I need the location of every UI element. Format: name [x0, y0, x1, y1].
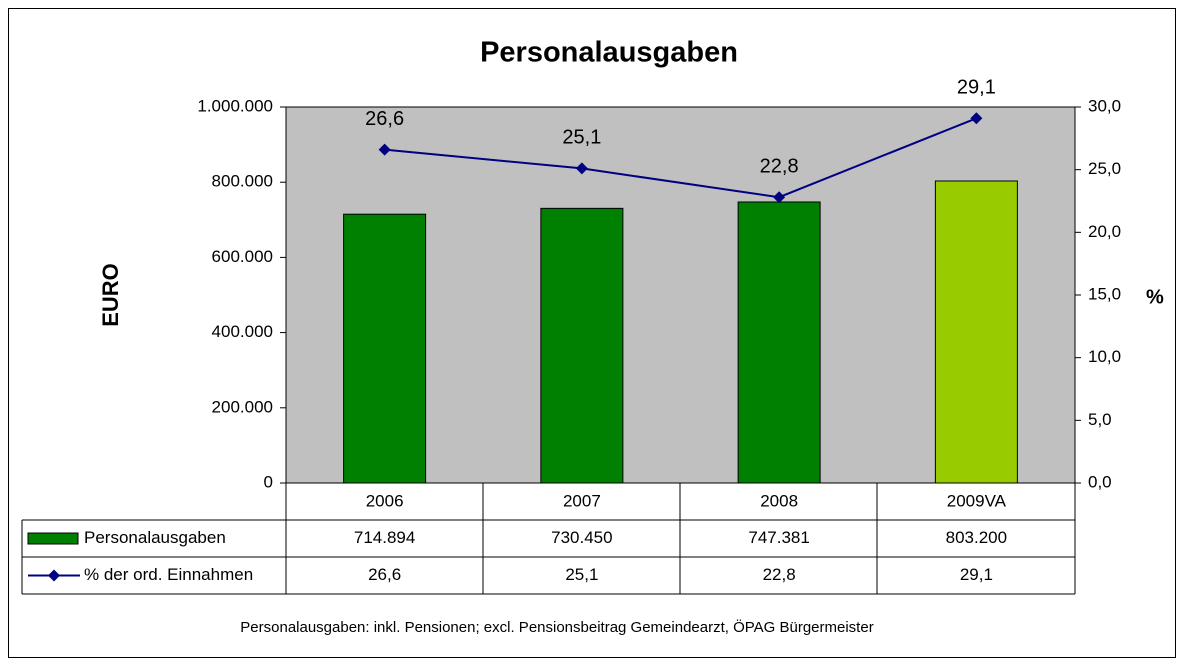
y2-tick-label: 10,0	[1088, 347, 1121, 366]
y2-tick-label: 20,0	[1088, 222, 1121, 241]
marker	[773, 191, 786, 204]
marker	[970, 112, 983, 125]
data-table-grid	[21, 483, 1076, 595]
bar	[540, 207, 624, 484]
y2-tick-label: 25,0	[1088, 159, 1121, 178]
y2-tick-label: 5,0	[1088, 410, 1112, 429]
y-tick-label: 0	[264, 472, 273, 491]
y2-tick-label: 30,0	[1088, 96, 1121, 115]
marker	[575, 162, 588, 175]
marker	[378, 143, 391, 156]
table-cell: 26,6	[368, 565, 401, 584]
table-cell: 22,8	[763, 565, 796, 584]
table-cell: 803.200	[946, 528, 1007, 547]
footnote: Personalausgaben: inkl. Pensionen; excl.…	[240, 618, 873, 636]
table-cell: 747.381	[748, 528, 809, 547]
y2-tick-label: 0,0	[1088, 472, 1112, 491]
y-tick-label: 600.000	[212, 247, 273, 266]
x-tick-label: 2009VA	[947, 491, 1007, 510]
x-tick-label: 2008	[760, 491, 798, 510]
legend-swatch	[27, 532, 79, 545]
table-cell: 29,1	[960, 565, 993, 584]
data-label: 29,1	[957, 77, 996, 99]
legend-marker	[48, 569, 60, 582]
data-label: 26,6	[365, 108, 404, 130]
line	[384, 117, 977, 199]
legend-label: % der ord. Einnahmen	[84, 565, 253, 584]
chart-title: Personalausgaben	[480, 37, 738, 69]
y-tick-label: 1.000.000	[197, 96, 273, 115]
y2-axis-title: %	[1146, 286, 1164, 308]
data-label: 25,1	[562, 127, 601, 149]
x-tick-label: 2007	[563, 491, 601, 510]
data-label: 22,8	[760, 156, 799, 178]
legend-label: Personalausgaben	[84, 528, 226, 547]
table-cell: 730.450	[551, 528, 612, 547]
bar	[343, 213, 427, 484]
y-axis-title: EURO	[98, 263, 123, 327]
x-tick-label: 2006	[366, 491, 404, 510]
bar	[934, 180, 1018, 484]
table-cell: 714.894	[354, 528, 415, 547]
bar	[737, 201, 821, 484]
y-tick-label: 800.000	[212, 172, 273, 191]
y-tick-label: 200.000	[212, 397, 273, 416]
y-tick-label: 400.000	[212, 322, 273, 341]
table-cell: 25,1	[565, 565, 598, 584]
y2-tick-label: 15,0	[1088, 284, 1121, 303]
